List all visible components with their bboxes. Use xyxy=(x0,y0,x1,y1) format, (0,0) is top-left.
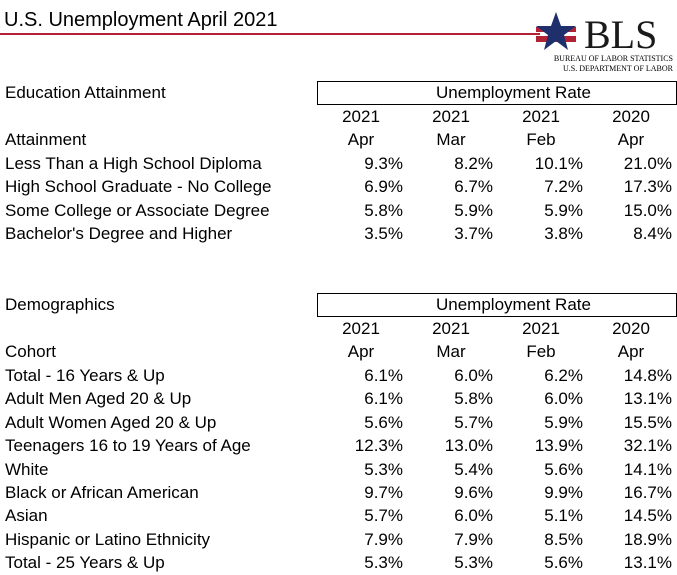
rate-cell: 5.9% xyxy=(544,412,583,432)
column-month: Apr xyxy=(617,342,645,361)
rate-cell: 5.9% xyxy=(454,200,493,220)
column-year: 2021 xyxy=(522,319,560,338)
rate-cell: 13.1% xyxy=(623,389,672,409)
rate-cell: 16.7% xyxy=(623,483,672,502)
row-label: Hispanic or Latino Ethnicity xyxy=(5,529,211,549)
logo-line2: U.S. DEPARTMENT OF LABOR xyxy=(563,64,674,73)
bls-logo: BLS BUREAU OF LABOR STATISTICS U.S. DEPA… xyxy=(536,12,674,73)
logo-line1: BUREAU OF LABOR STATISTICS xyxy=(554,54,673,63)
rate-cell: 15.0% xyxy=(623,200,672,220)
rate-cell: 5.8% xyxy=(364,200,403,220)
rate-cell: 5.9% xyxy=(544,200,583,220)
row-label: Less Than a High School Diploma xyxy=(5,154,262,173)
row-label: Asian xyxy=(5,506,48,526)
row-label: Teenagers 16 to 19 Years of Age xyxy=(5,436,251,456)
rate-cell: 13.0% xyxy=(444,436,493,456)
section-title: Education Attainment xyxy=(5,83,166,102)
column-month: Mar xyxy=(436,130,466,149)
group-header: Unemployment Rate xyxy=(436,83,591,102)
section-title: Demographics xyxy=(5,295,115,314)
column-year: 2020 xyxy=(612,319,650,338)
rate-cell: 9.7% xyxy=(364,483,403,502)
rate-cell: 32.1% xyxy=(623,436,672,456)
rate-cell: 10.1% xyxy=(534,154,583,173)
rate-cell: 5.7% xyxy=(364,506,403,526)
rate-cell: 5.6% xyxy=(544,553,583,573)
row-label: Bachelor's Degree and Higher xyxy=(5,224,233,244)
rate-cell: 7.2% xyxy=(544,177,583,197)
rate-cell: 5.1% xyxy=(544,506,583,526)
column-year: 2021 xyxy=(342,319,380,338)
rate-cell: 8.4% xyxy=(633,224,672,244)
column-year: 2021 xyxy=(522,107,560,126)
rate-cell: 6.7% xyxy=(454,177,493,197)
rate-cell: 6.2% xyxy=(544,366,583,385)
rate-cell: 6.9% xyxy=(364,177,403,197)
rate-cell: 15.5% xyxy=(623,412,672,432)
row-label: Adult Women Aged 20 & Up xyxy=(5,412,217,432)
rate-cell: 6.1% xyxy=(364,389,403,409)
row-label: Total - 25 Years & Up xyxy=(5,553,165,573)
row-label: Black or African American xyxy=(5,483,199,502)
row-label: Adult Men Aged 20 & Up xyxy=(5,389,192,409)
column-month: Apr xyxy=(617,130,645,149)
rate-cell: 7.9% xyxy=(364,529,403,549)
rate-cell: 3.7% xyxy=(454,224,493,244)
rate-cell: 6.0% xyxy=(454,506,493,526)
rate-cell: 13.9% xyxy=(534,436,583,456)
rate-cell: 12.3% xyxy=(354,436,403,456)
rate-cell: 5.3% xyxy=(454,553,493,573)
title-rule xyxy=(0,33,540,35)
rate-cell: 6.0% xyxy=(454,366,493,385)
column-month: Mar xyxy=(436,342,466,361)
rate-cell: 8.2% xyxy=(454,154,493,173)
rate-cell: 7.9% xyxy=(454,529,493,549)
rate-cell: 9.3% xyxy=(364,154,403,173)
rate-cell: 5.4% xyxy=(454,459,493,479)
rate-cell: 9.9% xyxy=(544,483,583,502)
column-month: Apr xyxy=(347,130,375,149)
row-label: High School Graduate - No College xyxy=(5,177,272,197)
column-year: 2020 xyxy=(612,107,650,126)
rate-cell: 14.1% xyxy=(623,459,672,479)
rate-cell: 5.6% xyxy=(364,412,403,432)
rate-cell: 8.5% xyxy=(544,529,583,549)
rate-cell: 14.8% xyxy=(623,366,672,385)
page-title: U.S. Unemployment April 2021 xyxy=(4,9,278,31)
rate-cell: 5.8% xyxy=(454,389,493,409)
rate-cell: 5.7% xyxy=(454,412,493,432)
rate-cell: 18.9% xyxy=(623,529,672,549)
row-label: Total - 16 Years & Up xyxy=(5,366,165,385)
rate-cell: 6.0% xyxy=(544,389,583,409)
rate-cell: 14.5% xyxy=(623,506,672,526)
logo-mark: BLS xyxy=(584,12,657,57)
row-header: Attainment xyxy=(5,130,87,149)
column-month: Apr xyxy=(347,342,375,361)
rate-cell: 5.6% xyxy=(544,459,583,479)
rate-cell: 17.3% xyxy=(623,177,672,197)
rate-cell: 5.3% xyxy=(364,459,403,479)
row-header: Cohort xyxy=(5,342,57,361)
column-year: 2021 xyxy=(342,107,380,126)
column-year: 2021 xyxy=(432,319,470,338)
rate-cell: 9.6% xyxy=(454,483,493,502)
rate-cell: 3.5% xyxy=(364,224,403,244)
row-label: White xyxy=(5,459,49,479)
rate-cell: 5.3% xyxy=(364,553,403,573)
group-header: Unemployment Rate xyxy=(436,295,591,314)
row-label: Some College or Associate Degree xyxy=(5,200,270,220)
rate-cell: 6.1% xyxy=(364,366,403,385)
column-year: 2021 xyxy=(432,107,470,126)
column-month: Feb xyxy=(526,342,556,361)
rate-cell: 21.0% xyxy=(623,154,672,173)
rate-cell: 3.8% xyxy=(544,224,583,244)
column-month: Feb xyxy=(526,130,556,149)
rate-cell: 13.1% xyxy=(623,553,672,573)
